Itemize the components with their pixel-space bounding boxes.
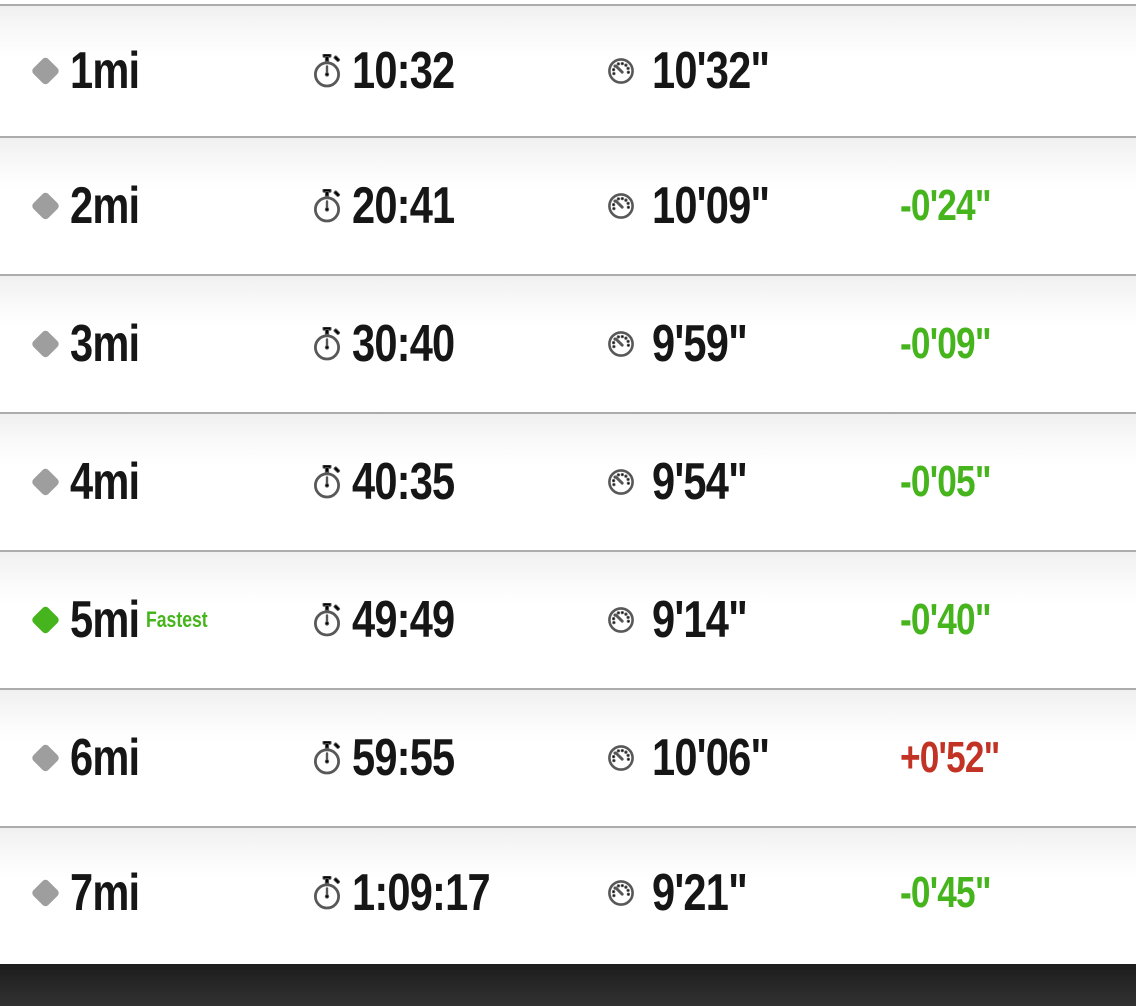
mile-label: 5mi bbox=[70, 591, 140, 649]
split-row: 3mi 30:40 9'59" -0'09" bbox=[0, 274, 1136, 412]
mile-label: 2mi bbox=[70, 177, 140, 235]
speedometer-icon bbox=[606, 467, 636, 497]
mile-label: 6mi bbox=[70, 729, 140, 787]
stopwatch-icon bbox=[312, 54, 342, 88]
split-row: 5mi Fastest 49:49 9'14" -0'40" bbox=[0, 550, 1136, 688]
split-pace: 9'59" bbox=[652, 315, 748, 373]
mile-marker-diamond-icon bbox=[30, 467, 61, 497]
bottom-bar bbox=[0, 964, 1136, 1006]
stopwatch-icon bbox=[312, 465, 342, 499]
mile-splits-list[interactable]: 1mi 10:32 10'32" 2mi 20:41 10'09" bbox=[0, 0, 1136, 958]
split-pace: 10'32" bbox=[652, 42, 770, 100]
mile-marker-diamond-icon bbox=[30, 605, 61, 635]
elapsed-time: 59:55 bbox=[352, 729, 455, 787]
stopwatch-icon bbox=[312, 603, 342, 637]
pace-group: 9'21" bbox=[606, 867, 771, 919]
elapsed-time: 1:09:17 bbox=[352, 864, 491, 922]
split-row: 6mi 59:55 10'06" +0'52" bbox=[0, 688, 1136, 826]
mile-marker-diamond-icon bbox=[30, 743, 61, 773]
pace-group: 9'14" bbox=[606, 594, 771, 646]
split-row: 4mi 40:35 9'54" -0'05" bbox=[0, 412, 1136, 550]
elapsed-time-group: 49:49 bbox=[312, 594, 480, 646]
split-pace: 10'09" bbox=[652, 177, 770, 235]
pace-diff: -0'45" bbox=[900, 868, 992, 917]
elapsed-time-group: 1:09:17 bbox=[312, 867, 524, 919]
pace-diff: -0'09" bbox=[900, 319, 992, 368]
split-row: 7mi 1:09:17 9'21" -0'45" bbox=[0, 826, 1136, 958]
mile-label: 7mi bbox=[70, 864, 140, 922]
pace-group: 10'09" bbox=[606, 180, 799, 232]
split-pace: 10'06" bbox=[652, 729, 770, 787]
elapsed-time-group: 10:32 bbox=[312, 45, 480, 97]
pace-diff: -0'24" bbox=[900, 181, 992, 230]
speedometer-icon bbox=[606, 56, 636, 86]
pace-diff: -0'40" bbox=[900, 595, 992, 644]
fastest-badge: Fastest bbox=[146, 607, 208, 632]
pace-group: 10'32" bbox=[606, 45, 799, 97]
pace-group: 9'59" bbox=[606, 318, 771, 370]
mile-marker-diamond-icon bbox=[30, 329, 61, 359]
stopwatch-icon bbox=[312, 189, 342, 223]
stopwatch-icon bbox=[312, 876, 342, 910]
split-pace: 9'14" bbox=[652, 591, 748, 649]
elapsed-time-group: 30:40 bbox=[312, 318, 480, 370]
mile-marker-diamond-icon bbox=[30, 878, 61, 908]
elapsed-time: 20:41 bbox=[352, 177, 455, 235]
pace-diff: -0'05" bbox=[900, 457, 992, 506]
speedometer-icon bbox=[606, 743, 636, 773]
elapsed-time: 40:35 bbox=[352, 453, 455, 511]
pace-group: 10'06" bbox=[606, 732, 799, 784]
stopwatch-icon bbox=[312, 327, 342, 361]
speedometer-icon bbox=[606, 605, 636, 635]
pace-diff: +0'52" bbox=[900, 733, 1000, 782]
elapsed-time-group: 59:55 bbox=[312, 732, 480, 784]
mile-marker-diamond-icon bbox=[30, 56, 61, 86]
speedometer-icon bbox=[606, 878, 636, 908]
stopwatch-icon bbox=[312, 741, 342, 775]
split-pace: 9'54" bbox=[652, 453, 748, 511]
mile-label: 4mi bbox=[70, 453, 140, 511]
pace-group: 9'54" bbox=[606, 456, 771, 508]
elapsed-time: 30:40 bbox=[352, 315, 455, 373]
elapsed-time-group: 20:41 bbox=[312, 180, 480, 232]
split-row: 2mi 20:41 10'09" -0'24" bbox=[0, 136, 1136, 274]
mile-marker-diamond-icon bbox=[30, 191, 61, 221]
elapsed-time: 10:32 bbox=[352, 42, 455, 100]
split-row: 1mi 10:32 10'32" bbox=[0, 4, 1136, 136]
split-pace: 9'21" bbox=[652, 864, 748, 922]
elapsed-time-group: 40:35 bbox=[312, 456, 480, 508]
speedometer-icon bbox=[606, 329, 636, 359]
elapsed-time: 49:49 bbox=[352, 591, 455, 649]
mile-label: 1mi bbox=[70, 42, 140, 100]
speedometer-icon bbox=[606, 191, 636, 221]
mile-label: 3mi bbox=[70, 315, 140, 373]
